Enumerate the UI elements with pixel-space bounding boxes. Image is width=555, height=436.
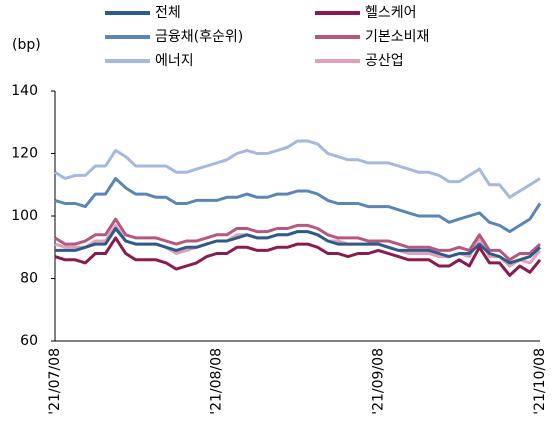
y-tick-label: 80 <box>20 271 38 287</box>
x-tick-label: '21/10/08 <box>532 348 548 415</box>
y-tick-label: 140 <box>11 83 38 99</box>
series-line <box>55 227 542 265</box>
x-tick-label: '21/07/08 <box>47 348 63 415</box>
legend-label: 공산업 <box>365 53 404 69</box>
legend-label: 금융채(후순위) <box>155 29 243 45</box>
legend-label: 기본소비재 <box>365 29 429 45</box>
series-line <box>54 139 541 199</box>
y-tick-label: 60 <box>20 333 38 349</box>
series-line <box>54 236 542 277</box>
legend-label: 헬스케어 <box>365 5 417 21</box>
y-tick-label: 100 <box>11 208 38 224</box>
y-tick-label: 120 <box>11 146 38 162</box>
y-axis-label: (bp) <box>12 37 41 53</box>
legend-label: 전체 <box>155 5 181 21</box>
x-tick-label: '21/08/08 <box>209 348 225 415</box>
legend-label: 에너지 <box>155 53 194 69</box>
series-line <box>54 177 542 234</box>
series-line <box>54 217 542 262</box>
x-tick-label: '21/09/08 <box>370 348 386 415</box>
